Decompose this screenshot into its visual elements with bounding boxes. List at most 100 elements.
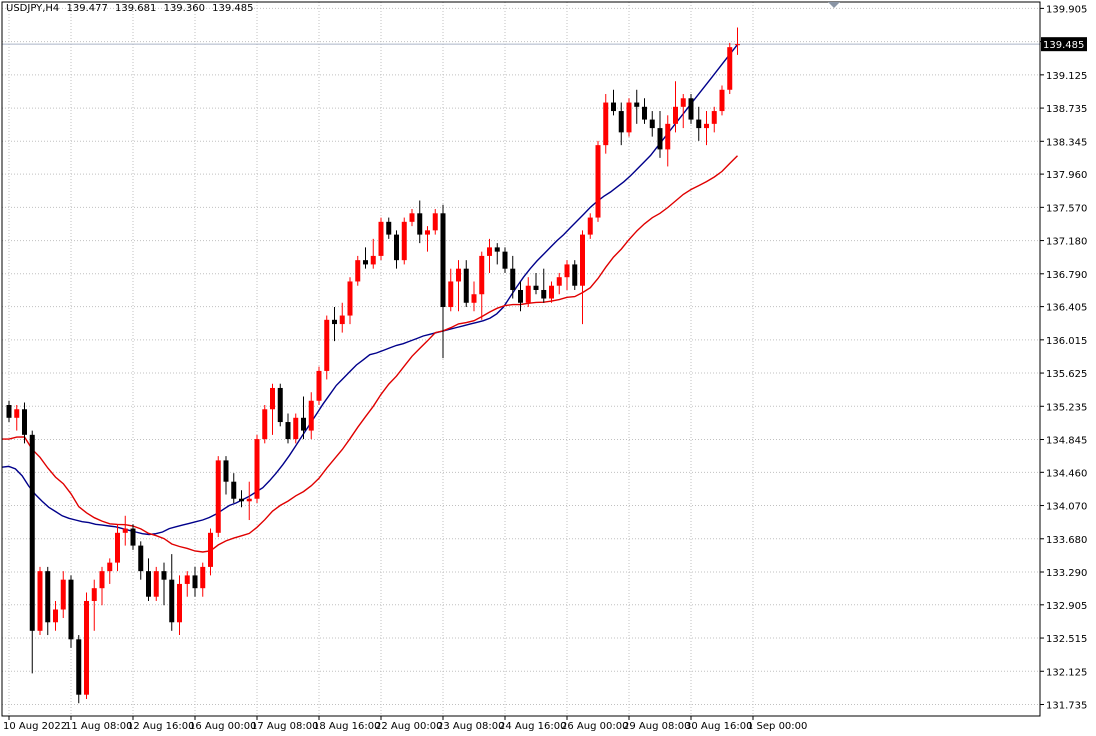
candle — [107, 558, 113, 584]
price-axis: 139.905139.515139.125138.735138.345137.9… — [1040, 4, 1087, 711]
candle-body — [332, 319, 337, 325]
candle-body — [673, 106, 678, 124]
candle — [270, 383, 275, 435]
candle — [45, 566, 51, 636]
candle — [719, 85, 725, 116]
candle-body — [440, 213, 446, 308]
candle — [611, 89, 616, 116]
candle — [549, 281, 554, 303]
candle-body — [316, 370, 322, 401]
candle — [200, 562, 206, 597]
candle — [727, 42, 733, 95]
candle-body — [192, 575, 198, 589]
candle-body — [417, 213, 423, 235]
candle-body — [293, 417, 299, 440]
candle-body — [91, 588, 97, 601]
candle-body — [425, 230, 430, 235]
price-tick-label: 133.290 — [1046, 568, 1087, 579]
candle-body — [184, 575, 190, 584]
candle — [231, 473, 237, 503]
candle — [239, 490, 244, 508]
time-tick-label: 11 Aug 08:00 — [65, 721, 132, 732]
price-tick-label: 136.405 — [1046, 303, 1087, 314]
time-tick-label: 16 Aug 00:00 — [189, 721, 256, 732]
candle — [696, 106, 702, 141]
candle-body — [270, 387, 275, 410]
candle-body — [99, 571, 105, 589]
candle-body — [719, 89, 725, 112]
candle-body — [246, 498, 252, 502]
price-tick-label: 132.125 — [1046, 667, 1087, 678]
candle — [494, 243, 500, 265]
candle-body — [231, 481, 237, 499]
candle-body — [153, 571, 159, 597]
price-tick-label: 135.625 — [1046, 369, 1087, 380]
candle-body — [177, 583, 182, 623]
candle-body — [301, 417, 306, 431]
price-tick-label: 137.180 — [1046, 237, 1087, 248]
candle — [22, 402, 27, 444]
candle — [580, 230, 585, 325]
candle — [68, 575, 74, 648]
price-tick-label: 132.905 — [1046, 601, 1087, 612]
price-tick-label: 137.570 — [1046, 203, 1087, 214]
candle — [394, 230, 399, 269]
price-tick-label: 134.460 — [1046, 468, 1087, 479]
candle — [556, 272, 562, 295]
price-tick-label: 136.790 — [1046, 270, 1087, 281]
time-tick-label: 10 Aug 2022 — [3, 721, 67, 732]
candle — [618, 102, 624, 146]
candle — [401, 217, 407, 265]
candle-body — [14, 409, 20, 418]
candle-body — [386, 221, 392, 235]
candle-body — [456, 268, 461, 282]
candle — [688, 94, 694, 124]
candle-body — [611, 102, 616, 112]
candle-body — [68, 579, 74, 640]
price-tick-label: 134.845 — [1046, 436, 1087, 447]
candle-body — [277, 387, 283, 423]
grid — [2, 2, 1040, 716]
candle — [184, 571, 190, 597]
candle — [518, 281, 523, 312]
candles — [6, 27, 740, 704]
candle-body — [711, 111, 717, 124]
candle-body — [471, 294, 477, 303]
candle — [215, 456, 221, 538]
candle-body — [401, 221, 407, 261]
candle-body — [107, 562, 113, 572]
candle — [14, 405, 20, 431]
price-tick-label: 135.235 — [1046, 402, 1087, 413]
candle — [680, 94, 686, 129]
candle — [161, 562, 167, 606]
candle-body — [688, 98, 694, 120]
candle — [704, 111, 709, 146]
candle — [417, 200, 423, 244]
candle — [246, 481, 252, 521]
candle — [541, 268, 547, 303]
candle — [223, 456, 229, 495]
candle — [254, 434, 260, 503]
symbol-info-bar: USDJPY,H4 139.477 139.681 139.360 139.48… — [6, 3, 257, 14]
candle — [37, 566, 43, 636]
candle — [301, 396, 306, 440]
candle-body — [735, 44, 740, 46]
current-price-label: 139.485 — [1043, 40, 1084, 51]
price-tick-label: 137.960 — [1046, 170, 1087, 181]
candle — [91, 579, 97, 631]
candle — [370, 238, 376, 269]
time-tick-label: 1 Sep 00:00 — [747, 721, 807, 732]
candle-body — [169, 579, 175, 623]
candle — [456, 260, 461, 312]
candle-body — [518, 289, 523, 303]
candle — [285, 413, 291, 444]
price-tick-label: 139.125 — [1046, 71, 1087, 82]
candle — [60, 571, 66, 619]
candle — [673, 81, 678, 133]
candle-body — [60, 579, 66, 610]
price-tick-label: 138.735 — [1046, 104, 1087, 115]
candle — [332, 307, 337, 342]
